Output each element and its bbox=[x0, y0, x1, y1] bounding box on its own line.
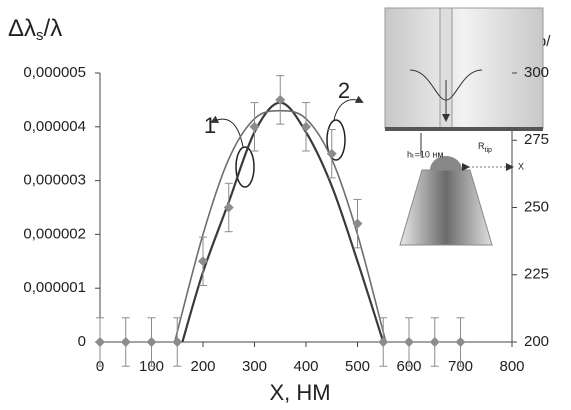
point bbox=[429, 337, 440, 347]
series-line bbox=[173, 109, 387, 343]
x-tick-label: 200 bbox=[190, 358, 215, 375]
y-tick-label: 0,000002 bbox=[23, 225, 86, 242]
y2-tick-label: 275 bbox=[524, 131, 549, 148]
point bbox=[172, 337, 183, 347]
inset-r-label: Rtip bbox=[478, 141, 492, 153]
series-label: 1 bbox=[204, 113, 216, 138]
y2-tick-label: 250 bbox=[524, 198, 549, 215]
annotation-ellipse bbox=[326, 119, 346, 161]
inset-block bbox=[384, 7, 544, 129]
point bbox=[95, 337, 105, 347]
x-tick-label: 500 bbox=[345, 358, 370, 375]
point bbox=[275, 94, 286, 105]
y-axis-label: Δλs/λ bbox=[8, 15, 62, 44]
y2-tick-label: 225 bbox=[524, 266, 549, 283]
y2-tick-label: 300 bbox=[524, 64, 549, 81]
y-tick-label: 0,000003 bbox=[23, 172, 86, 189]
x-tick-label: 300 bbox=[242, 358, 267, 375]
inset-tip bbox=[430, 156, 462, 170]
y-tick-label: 0,000001 bbox=[23, 279, 86, 296]
y-tick-label: 0 bbox=[78, 333, 86, 350]
point bbox=[455, 337, 466, 347]
annotation-arrow bbox=[210, 115, 244, 148]
x-axis-label: X, НМ bbox=[269, 380, 330, 405]
series-label: 2 bbox=[338, 78, 350, 103]
y-tick-label: 0,000004 bbox=[23, 118, 86, 135]
point bbox=[326, 148, 337, 159]
x-tick-label: 800 bbox=[499, 358, 524, 375]
point bbox=[198, 256, 208, 267]
inset-plate bbox=[385, 127, 543, 131]
y-tick-label: 0,000005 bbox=[23, 64, 86, 81]
y2-tick-label: 200 bbox=[524, 333, 549, 350]
point bbox=[249, 121, 260, 132]
point bbox=[301, 121, 311, 132]
annotation-ellipse bbox=[235, 146, 255, 188]
inset-h-label: hₜ=10 нм bbox=[407, 149, 444, 159]
point bbox=[120, 337, 131, 347]
inset-x-label: X bbox=[518, 161, 524, 171]
point bbox=[352, 218, 363, 229]
point bbox=[146, 337, 157, 347]
inset: hₜ=10 нм Rtip X bbox=[384, 7, 544, 246]
inset-cone bbox=[399, 169, 493, 246]
annotation-arrow bbox=[333, 95, 364, 121]
point bbox=[223, 202, 234, 213]
x-tick-label: 400 bbox=[293, 358, 318, 375]
point bbox=[404, 337, 414, 347]
point bbox=[378, 337, 389, 347]
